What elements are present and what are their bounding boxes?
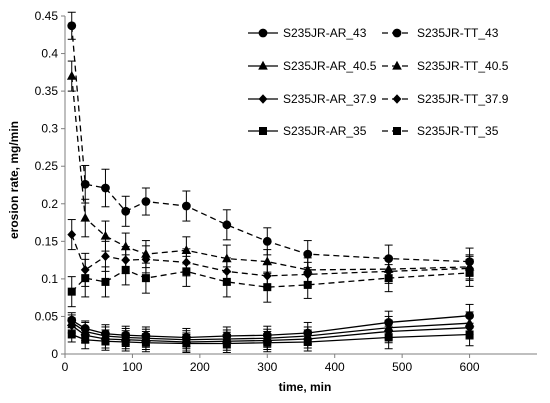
data-point — [222, 339, 231, 348]
data-point — [141, 197, 151, 206]
axes: 0 0.05 0.1 0.15 0.2 0.25 0.3 0.35 0.4 0.45 0 100 200… — [35, 9, 537, 374]
data-point — [465, 268, 474, 277]
data-point — [66, 70, 77, 80]
data-point — [384, 274, 393, 283]
legend-item: S235JR-TT_35 — [382, 124, 499, 138]
series-S235JR-AR_35 — [67, 322, 474, 353]
data-point — [81, 274, 90, 283]
legend-item: S235JR-AR_40.5 — [248, 59, 377, 73]
legend: S235JR-AR_43 S235JR-AR_40.5 S235JR-AR_37.9… — [248, 26, 509, 138]
legend-marker — [392, 60, 402, 70]
legend-marker — [393, 127, 401, 135]
data-point — [101, 277, 110, 286]
y-tick-label: 0.1 — [41, 272, 58, 286]
data-point — [81, 335, 90, 344]
x-tick-label: 200 — [190, 360, 210, 374]
x-tick-label: 0 — [62, 360, 69, 374]
data-point — [100, 230, 111, 240]
data-point — [465, 330, 474, 339]
legend-label: S235JR-TT_40.5 — [417, 59, 509, 73]
y-tick-label: 0.15 — [35, 234, 59, 248]
data-point — [67, 320, 77, 331]
y-axis-label: erosion rate, mg/min — [7, 121, 21, 239]
data-point — [121, 265, 130, 274]
data-point — [101, 251, 110, 262]
data-point — [262, 236, 272, 246]
data-point — [303, 249, 313, 259]
data-point — [141, 254, 151, 265]
x-tick-label: 600 — [460, 360, 480, 374]
data-point — [67, 229, 77, 240]
legend-marker — [258, 60, 268, 70]
data-point — [263, 283, 272, 292]
data-point — [182, 267, 191, 276]
series-line — [71, 269, 470, 293]
data-point — [67, 287, 76, 296]
legend-marker — [258, 28, 268, 38]
data-point — [80, 212, 91, 222]
legend-label: S235JR-TT_43 — [417, 26, 499, 40]
y-tick-label: 0 — [51, 347, 58, 361]
data-point — [262, 256, 273, 266]
data-point — [80, 179, 90, 189]
y-tick-label: 0.05 — [35, 309, 59, 323]
legend-item: S235JR-AR_43 — [248, 26, 367, 40]
legend-marker — [258, 94, 268, 104]
series-S235JR-TT_43 — [67, 11, 474, 276]
x-axis-label: time, min — [279, 380, 332, 394]
data-point — [101, 183, 110, 193]
y-tick-label: 0.25 — [35, 159, 59, 173]
legend-marker — [259, 127, 267, 135]
data-point — [141, 338, 150, 347]
legend-item: S235JR-TT_43 — [382, 26, 499, 40]
data-point — [67, 330, 76, 339]
data-point — [67, 21, 77, 31]
legend-item: S235JR-AR_37.9 — [248, 92, 377, 106]
data-point — [181, 201, 191, 211]
legend-label: S235JR-TT_37.9 — [417, 92, 509, 106]
y-tick-label: 0.2 — [41, 197, 58, 211]
legend-label: S235JR-AR_40.5 — [283, 59, 377, 73]
y-tick-label: 0.45 — [35, 9, 59, 23]
x-tick-label: 400 — [325, 360, 345, 374]
data-point — [101, 337, 110, 346]
data-point — [222, 220, 232, 230]
data-point — [182, 339, 191, 348]
legend-label: S235JR-AR_35 — [283, 124, 367, 138]
legend-marker — [392, 28, 402, 38]
legend-label: S235JR-TT_35 — [417, 124, 499, 138]
data-point — [141, 274, 150, 283]
data-point — [222, 277, 231, 286]
data-point — [303, 280, 312, 289]
x-tick-label: 100 — [122, 360, 142, 374]
legend-item: S235JR-AR_35 — [248, 124, 367, 138]
data-point — [303, 337, 312, 346]
series-layer — [66, 11, 475, 353]
data-point — [121, 337, 130, 346]
data-point — [121, 206, 131, 216]
legend-item: S235JR-TT_40.5 — [382, 59, 509, 73]
y-tick-label: 0.35 — [35, 84, 59, 98]
legend-label: S235JR-AR_37.9 — [283, 92, 377, 106]
series-S235JR-TT_35 — [67, 254, 474, 308]
x-tick-label: 300 — [257, 360, 277, 374]
y-tick-label: 0.4 — [41, 47, 58, 61]
data-point — [263, 338, 272, 347]
legend-marker — [392, 94, 402, 104]
y-tick-label: 0.3 — [41, 122, 58, 136]
data-point — [384, 333, 393, 342]
legend-label: S235JR-AR_43 — [283, 26, 367, 40]
x-tick-label: 500 — [392, 360, 412, 374]
legend-item: S235JR-TT_37.9 — [382, 92, 509, 106]
data-point — [120, 241, 131, 251]
